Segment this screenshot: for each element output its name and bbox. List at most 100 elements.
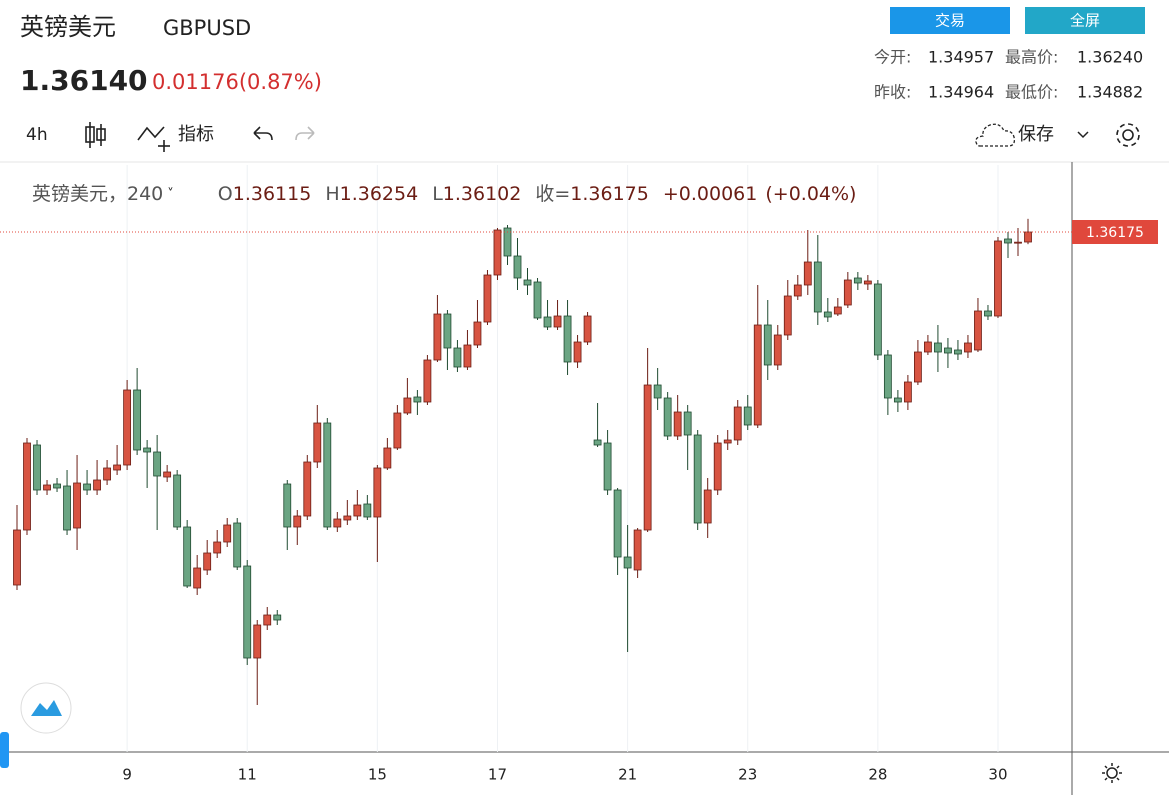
plot-area [0, 165, 1072, 752]
candle-body [413, 396, 422, 403]
candle-body [363, 503, 372, 518]
stat-value: 1.34964 [928, 83, 994, 102]
candle-body [573, 341, 582, 363]
candle-body [133, 389, 142, 451]
candle-body [813, 261, 822, 313]
candle-body [533, 281, 542, 319]
candle-body [103, 467, 111, 481]
candle-body [473, 321, 482, 346]
candle-body [113, 464, 121, 471]
candle-body [143, 447, 152, 453]
indicators-button[interactable]: 指标 [178, 124, 214, 145]
x-tick-label: 15 [368, 766, 387, 784]
candle-body [653, 384, 662, 399]
candle-body [893, 397, 902, 403]
candle-body [303, 461, 312, 517]
x-tick-label: 17 [488, 766, 507, 784]
x-tick-label: 11 [238, 766, 257, 784]
candle-body [693, 434, 702, 524]
candle-body [493, 229, 502, 276]
candle-body [273, 614, 282, 621]
candle-body [703, 489, 712, 524]
x-tick-label: 21 [618, 766, 637, 784]
candle-body [483, 274, 492, 323]
candle-body [213, 541, 222, 554]
legend-low: 1.36102 [443, 183, 522, 205]
trade-button-label[interactable]: 交易 [935, 12, 965, 30]
candle-body [974, 310, 982, 351]
last-price-box [1072, 220, 1158, 244]
candle-body [603, 442, 612, 491]
trade-button[interactable] [890, 7, 1010, 34]
candle-body [623, 556, 632, 569]
legend-title: 英镑美元，240 [32, 183, 163, 205]
candle-body [1024, 231, 1032, 243]
candle-body [553, 315, 562, 328]
stat-value: 1.34957 [928, 48, 994, 67]
interval-button[interactable]: 4h [26, 125, 48, 145]
candle-body [683, 411, 692, 436]
candle-body [803, 261, 812, 286]
candle-body [873, 283, 882, 356]
legend-dropdown: ˅ [167, 187, 174, 202]
candle-body [903, 381, 912, 403]
fullscreen-button-label[interactable]: 全屏 [1070, 12, 1100, 30]
candle-body [863, 280, 872, 285]
cloud-icon[interactable] [975, 123, 1016, 147]
candle-body [643, 384, 652, 531]
side-panel-toggle[interactable] [0, 732, 9, 768]
time-settings-icon[interactable] [1102, 763, 1122, 783]
stat-label: 最高价: [1005, 48, 1058, 67]
save-button[interactable]: 保存 [1018, 124, 1054, 145]
candle-body [33, 444, 41, 491]
settings-icon[interactable] [1116, 123, 1140, 147]
candle-body [783, 295, 792, 336]
candle-body [123, 389, 132, 466]
candle-body [723, 439, 732, 444]
candle-body [283, 483, 292, 528]
candle-body [313, 422, 322, 463]
candle-body [13, 529, 21, 586]
last-price-label: 1.36175 [1086, 225, 1144, 241]
candle-body [753, 324, 762, 426]
candle-body [513, 255, 522, 279]
stat-label: 昨收: [874, 83, 911, 102]
candle-body [924, 341, 932, 353]
candle-body [193, 567, 202, 589]
candle-body [793, 284, 802, 297]
legend-close-prefix: 收= [535, 183, 570, 205]
x-tick-label: 30 [988, 766, 1007, 784]
candle-body [733, 406, 742, 441]
candle-body [954, 349, 962, 355]
instrument-name: 英镑美元 [20, 13, 116, 41]
legend-change-pct: (+0.04%) [765, 183, 856, 205]
candle-body [633, 529, 642, 571]
candle-body [964, 342, 972, 353]
indicator-icon[interactable] [137, 126, 170, 152]
candle-body [253, 624, 262, 659]
candle-body [233, 522, 242, 568]
undo-icon[interactable] [253, 126, 273, 141]
candle-body [393, 412, 402, 449]
candle-body [984, 310, 992, 317]
candle-body [263, 614, 272, 626]
candle-body [183, 526, 192, 587]
candle-body [203, 552, 212, 571]
legend-high-prefix: H [325, 183, 339, 205]
candle-body [293, 515, 302, 528]
candle-body [43, 484, 51, 491]
candle-body [583, 315, 592, 343]
candle-body [1014, 241, 1022, 244]
legend-high: 1.36254 [340, 183, 419, 205]
save-dropdown[interactable] [1077, 131, 1089, 139]
instrument-symbol: GBPUSD [163, 16, 251, 40]
candle-body [663, 397, 672, 437]
fullscreen-button[interactable] [1025, 7, 1145, 34]
redo-icon[interactable] [295, 126, 315, 141]
chart-style-icon[interactable] [85, 122, 106, 148]
candle-body [383, 447, 392, 469]
candle-body [593, 439, 602, 446]
candle-body [163, 471, 172, 478]
